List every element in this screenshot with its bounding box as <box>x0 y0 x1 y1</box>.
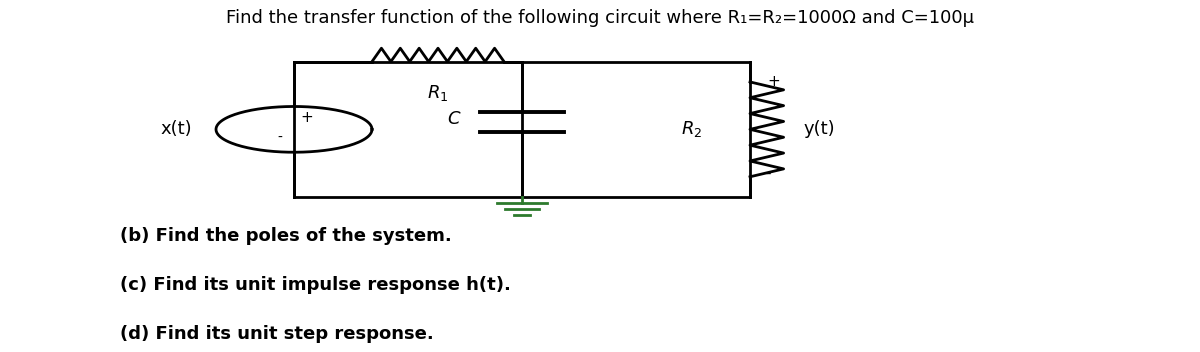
Text: x(t): x(t) <box>161 120 192 138</box>
Text: (c) Find its unit impulse response h(t).: (c) Find its unit impulse response h(t). <box>120 276 511 294</box>
Text: $R_1$: $R_1$ <box>427 83 449 103</box>
Text: $R_2$: $R_2$ <box>680 119 702 139</box>
Text: y(t): y(t) <box>804 120 835 138</box>
Text: Find the transfer function of the following circuit where R₁=R₂=1000Ω and C=100μ: Find the transfer function of the follow… <box>226 9 974 27</box>
Text: (b) Find the poles of the system.: (b) Find the poles of the system. <box>120 227 451 245</box>
Text: -: - <box>766 166 770 181</box>
Text: -: - <box>277 131 282 145</box>
Text: (d) Find its unit step response.: (d) Find its unit step response. <box>120 325 433 344</box>
Text: $C$: $C$ <box>448 110 462 128</box>
Text: +: + <box>768 74 780 89</box>
Text: +: + <box>300 110 313 125</box>
